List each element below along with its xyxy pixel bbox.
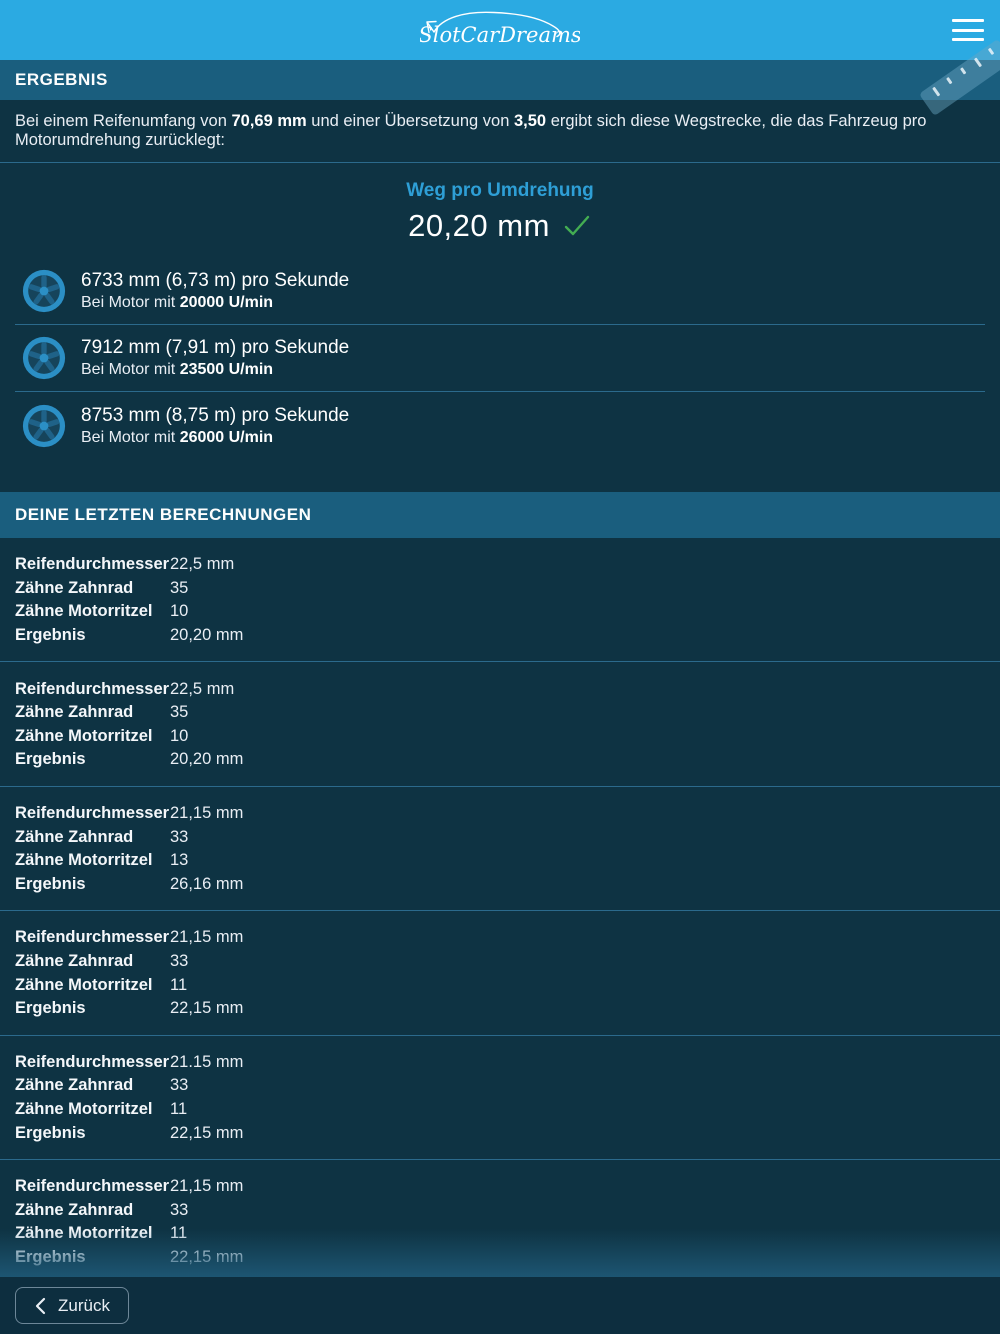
- value-ergebnis: 22,15 mm: [170, 1247, 244, 1266]
- value-zaehne-zahnrad: 33: [170, 1076, 189, 1095]
- value-zaehne-zahnrad: 33: [170, 952, 189, 971]
- value-zaehne-motorritzel: 11: [170, 975, 188, 994]
- speed-distance: 6733 mm (6,73 m) pro Sekunde: [81, 270, 350, 291]
- menu-hamburger-icon[interactable]: [952, 19, 984, 41]
- value-zaehne-motorritzel: 10: [170, 726, 189, 745]
- speed-row-26000: 8753 mm (8,75 m) pro Sekunde Bei Motor m…: [15, 392, 985, 459]
- value-zaehne-motorritzel: 13: [170, 851, 189, 870]
- label-zaehne-motorritzel: Zähne Motorritzel: [15, 726, 153, 745]
- label-reifendurchmesser: Reifendurchmesser: [15, 1052, 170, 1071]
- history-card[interactable]: Reifendurchmesser 22,5 mm Zähne Zahnrad 35…: [0, 538, 1000, 663]
- result-area: Weg pro Umdrehung 20,20 mm: [0, 163, 1000, 459]
- speed-row-23500: 7912 mm (7,91 m) pro Sekunde Bei Motor m…: [15, 325, 985, 392]
- svg-text:SlotCarDreams: SlotCarDreams: [420, 23, 580, 47]
- speed-rpm-line: Bei Motor mit 23500 U/min: [81, 361, 349, 379]
- speed-distance: 8753 mm (8,75 m) pro Sekunde: [81, 404, 350, 426]
- value-zaehne-zahnrad: 35: [170, 578, 189, 597]
- label-zaehne-motorritzel: Zähne Motorritzel: [15, 602, 153, 621]
- value-zaehne-zahnrad: 33: [170, 1200, 189, 1219]
- label-reifendurchmesser: Reifendurchmesser: [15, 679, 170, 698]
- speed-rpm-line: Bei Motor mit 20000 U/min: [81, 294, 349, 312]
- distance-per-rev-value: 20,20 mm: [408, 208, 550, 243]
- chevron-left-icon: [35, 1297, 46, 1314]
- intro-mid: und einer Übersetzung von: [306, 112, 514, 130]
- slotcardreams-logo: SlotCarDreams: [420, 5, 580, 55]
- value-ergebnis: 26,16 mm: [170, 874, 244, 893]
- label-ergebnis: Ergebnis: [15, 750, 86, 769]
- value-zaehne-zahnrad: 33: [170, 827, 189, 846]
- label-ergebnis: Ergebnis: [15, 999, 86, 1018]
- wheel-icon: [22, 269, 66, 313]
- app-header: SlotCarDreams: [0, 0, 1000, 60]
- wheel-icon: [22, 404, 66, 447]
- history-card[interactable]: Reifendurchmesser 21.15 mm Zähne Zahnrad 3…: [0, 1036, 1000, 1160]
- speed-rpm-line: Bei Motor mit 26000 U/min: [81, 429, 349, 447]
- history-list: Reifendurchmesser 22,5 mm Zähne Zahnrad 35…: [0, 538, 1000, 1283]
- tire-circumference-value: 70,69 mm: [231, 112, 307, 130]
- label-zaehne-zahnrad: Zähne Zahnrad: [15, 952, 134, 971]
- history-card[interactable]: Reifendurchmesser 21,15 mm Zähne Zahnrad 3…: [0, 787, 1000, 912]
- intro-post: ergibt sich diese Wegstrecke, die das Fa…: [15, 112, 927, 149]
- label-zaehne-zahnrad: Zähne Zahnrad: [15, 578, 134, 597]
- speed-distance: 7912 mm (7,91 m) pro Sekunde: [81, 337, 350, 358]
- value-zaehne-motorritzel: 11: [170, 1099, 188, 1118]
- label-zaehne-motorritzel: Zähne Motorritzel: [15, 975, 153, 994]
- label-ergebnis: Ergebnis: [15, 626, 86, 645]
- rpm-value: 20000 U/min: [179, 294, 274, 311]
- label-zaehne-zahnrad: Zähne Zahnrad: [15, 1076, 134, 1095]
- back-button-label: Zurück: [58, 1295, 110, 1315]
- history-section-header: DEINE LETZTEN BERECHNUNGEN: [0, 492, 1000, 538]
- check-icon: [564, 215, 590, 236]
- rpm-label-pre: Bei Motor mit: [81, 294, 180, 311]
- label-reifendurchmesser: Reifendurchmesser: [15, 555, 170, 574]
- ergebnis-title: ERGEBNIS: [15, 70, 108, 89]
- label-zaehne-zahnrad: Zähne Zahnrad: [15, 827, 134, 846]
- value-zaehne-motorritzel: 10: [170, 602, 189, 621]
- label-ergebnis: Ergebnis: [15, 1247, 86, 1266]
- label-zaehne-zahnrad: Zähne Zahnrad: [15, 1200, 134, 1219]
- history-card[interactable]: Reifendurchmesser 21,15 mm Zähne Zahnrad 3…: [0, 911, 1000, 1036]
- value-reifendurchmesser: 21.15 mm: [170, 1052, 244, 1071]
- rpm-value: 26000 U/min: [179, 428, 274, 446]
- rpm-label-pre: Bei Motor mit: [81, 361, 180, 378]
- label-ergebnis: Ergebnis: [15, 1123, 86, 1142]
- value-zaehne-motorritzel: 11: [170, 1224, 188, 1243]
- history-card[interactable]: Reifendurchmesser 22,5 mm Zähne Zahnrad 35…: [0, 662, 1000, 787]
- label-zaehne-motorritzel: Zähne Motorritzel: [15, 851, 153, 870]
- rpm-label-pre: Bei Motor mit: [81, 428, 180, 446]
- value-reifendurchmesser: 22,5 mm: [170, 679, 235, 698]
- speed-row-20000: 6733 mm (6,73 m) pro Sekunde Bei Motor m…: [15, 258, 985, 325]
- gear-ratio-value: 3,50: [514, 112, 547, 130]
- label-reifendurchmesser: Reifendurchmesser: [15, 928, 170, 947]
- rpm-value: 23500 U/min: [179, 361, 274, 378]
- value-reifendurchmesser: 21,15 mm: [170, 1177, 244, 1196]
- speed-list: 6733 mm (6,73 m) pro Sekunde Bei Motor m…: [15, 258, 985, 459]
- label-zaehne-zahnrad: Zähne Zahnrad: [15, 703, 134, 722]
- history-card[interactable]: Reifendurchmesser 21,15 mm Zähne Zahnrad 3…: [0, 1160, 1000, 1283]
- value-reifendurchmesser: 21,15 mm: [170, 804, 244, 823]
- value-ergebnis: 22,15 mm: [170, 1123, 244, 1142]
- value-ergebnis: 20,20 mm: [170, 626, 244, 645]
- value-zaehne-zahnrad: 35: [170, 703, 189, 722]
- distance-per-rev-title: Weg pro Umdrehung: [406, 180, 594, 201]
- value-reifendurchmesser: 21,15 mm: [170, 928, 244, 947]
- label-reifendurchmesser: Reifendurchmesser: [15, 1177, 170, 1196]
- intro-pre: Bei einem Reifenumfang von: [15, 112, 232, 130]
- intro-sentence: Bei einem Reifenumfang von 70,69 mm und …: [0, 100, 1000, 163]
- label-ergebnis: Ergebnis: [15, 874, 86, 893]
- ergebnis-section-header: ERGEBNIS: [0, 60, 1000, 100]
- label-reifendurchmesser: Reifendurchmesser: [15, 804, 170, 823]
- label-zaehne-motorritzel: Zähne Motorritzel: [15, 1099, 153, 1118]
- footer-bar: Zurück: [0, 1277, 1000, 1334]
- label-zaehne-motorritzel: Zähne Motorritzel: [15, 1224, 153, 1243]
- car-logo-icon: SlotCarDreams: [420, 11, 580, 47]
- history-title: DEINE LETZTEN BERECHNUNGEN: [15, 505, 312, 524]
- value-reifendurchmesser: 22,5 mm: [170, 555, 235, 574]
- back-button[interactable]: Zurück: [15, 1287, 129, 1324]
- wheel-icon: [22, 336, 66, 380]
- value-ergebnis: 22,15 mm: [170, 999, 244, 1018]
- value-ergebnis: 20,20 mm: [170, 750, 244, 769]
